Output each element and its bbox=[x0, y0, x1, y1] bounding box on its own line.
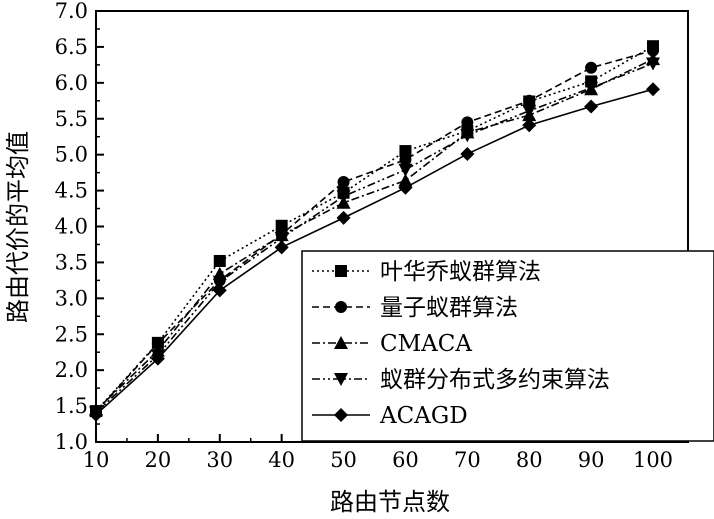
data-point bbox=[522, 118, 537, 133]
y-tick-label: 5.0 bbox=[55, 143, 88, 167]
data-point bbox=[399, 145, 412, 158]
legend-label: 叶华乔蚁群算法 bbox=[380, 259, 541, 285]
legend-entry: 叶华乔蚁群算法 bbox=[312, 259, 541, 285]
data-point bbox=[461, 116, 474, 129]
y-tick-label: 5.5 bbox=[55, 107, 88, 131]
legend-entry: 蚁群分布式多约束算法 bbox=[312, 367, 610, 393]
data-point bbox=[460, 129, 475, 143]
y-axis-ticks: 1.0 1.5 2.0 2.5 3.0 3.5 4.0 4.5 5.0 5.5 6.0 6.5 7.0 bbox=[55, 0, 104, 454]
series-line bbox=[95, 62, 654, 414]
legend-label: 蚁群分布式多约束算法 bbox=[380, 367, 610, 393]
data-point bbox=[523, 94, 536, 107]
data-point bbox=[274, 231, 289, 245]
series-line bbox=[95, 88, 654, 416]
x-tick-label: 20 bbox=[145, 448, 172, 472]
data-point bbox=[336, 190, 351, 204]
legend-label: 量子蚁群算法 bbox=[380, 295, 518, 321]
legend-entry: CMACA bbox=[312, 331, 472, 357]
data-point bbox=[646, 57, 660, 71]
x-axis-ticks: 10 20 30 40 50 60 70 80 90 100 bbox=[83, 434, 673, 472]
data-point bbox=[213, 254, 226, 267]
x-tick-label: 100 bbox=[633, 448, 673, 472]
data-point bbox=[150, 351, 165, 366]
data-point bbox=[89, 407, 103, 422]
data-point bbox=[398, 163, 413, 177]
data-point bbox=[275, 219, 288, 232]
data-point bbox=[399, 153, 412, 166]
y-tick-label: 2.0 bbox=[55, 358, 88, 382]
legend-marker bbox=[334, 373, 348, 386]
x-tick-label: 90 bbox=[578, 448, 605, 472]
y-tick-label: 3.5 bbox=[55, 250, 88, 274]
legend-entry: 量子蚁群算法 bbox=[312, 295, 518, 321]
x-tick-label: 30 bbox=[206, 448, 233, 472]
data-point bbox=[274, 240, 289, 255]
x-tick-label: 60 bbox=[392, 448, 419, 472]
x-tick-label: 10 bbox=[83, 448, 110, 472]
series-5 bbox=[89, 82, 660, 422]
y-tick-label: 4.0 bbox=[55, 215, 88, 239]
y-tick-label: 6.0 bbox=[55, 71, 88, 95]
x-tick-label: 80 bbox=[516, 448, 543, 472]
y-tick-label: 3.0 bbox=[55, 286, 88, 310]
x-tick-label: 50 bbox=[330, 448, 357, 472]
data-point bbox=[584, 99, 599, 114]
legend-label: ACAGD bbox=[379, 403, 468, 429]
x-tick-label: 70 bbox=[454, 448, 481, 472]
data-point bbox=[336, 210, 351, 225]
x-axis-title: 路由节点数 bbox=[330, 488, 450, 516]
legend-box bbox=[301, 250, 714, 442]
series-line bbox=[95, 45, 654, 412]
x-tick-label: 40 bbox=[268, 448, 295, 472]
legend-marker bbox=[334, 336, 348, 349]
data-point bbox=[585, 61, 598, 74]
y-tick-label: 7.0 bbox=[55, 0, 88, 23]
data-point bbox=[647, 44, 659, 57]
series-layer bbox=[89, 40, 660, 422]
legend-marker bbox=[334, 408, 348, 422]
legend-label: CMACA bbox=[380, 331, 472, 357]
data-point bbox=[212, 283, 227, 298]
y-tick-label: 1.0 bbox=[55, 430, 88, 454]
y-tick-label: 1.5 bbox=[55, 394, 88, 418]
data-point bbox=[584, 81, 599, 95]
y-tick-label: 6.5 bbox=[55, 35, 88, 59]
y-tick-label: 2.5 bbox=[55, 322, 88, 346]
data-point bbox=[337, 175, 350, 188]
data-point bbox=[646, 82, 660, 97]
legend-marker bbox=[335, 301, 347, 313]
y-tick-label: 4.5 bbox=[55, 179, 88, 203]
data-point bbox=[522, 104, 537, 118]
data-point bbox=[460, 146, 475, 161]
data-point bbox=[212, 275, 227, 289]
data-point bbox=[398, 173, 413, 187]
data-point bbox=[398, 180, 413, 195]
legend-marker bbox=[335, 265, 347, 277]
y-axis-title: 路由代价的平均值 bbox=[4, 131, 32, 323]
series-line bbox=[95, 58, 654, 411]
legend-entry: ACAGD bbox=[312, 403, 468, 429]
